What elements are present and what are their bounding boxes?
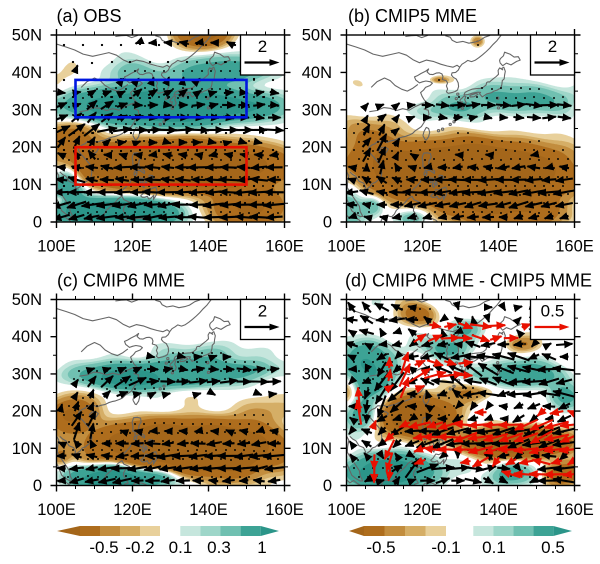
svg-text:100E: 100E — [327, 238, 366, 256]
svg-text:120E: 120E — [113, 238, 152, 256]
svg-text:0.5: 0.5 — [541, 538, 565, 557]
svg-text:-0.5: -0.5 — [366, 538, 395, 557]
svg-text:1: 1 — [257, 538, 266, 557]
svg-text:30N: 30N — [302, 365, 332, 383]
svg-text:120E: 120E — [403, 238, 442, 256]
svg-text:10N: 10N — [12, 440, 42, 458]
svg-text:2: 2 — [548, 37, 557, 56]
svg-text:20N: 20N — [302, 403, 332, 421]
svg-text:(b) CMIP5 MME: (b) CMIP5 MME — [348, 6, 477, 26]
svg-text:0.1: 0.1 — [482, 538, 506, 557]
svg-text:140E: 140E — [479, 501, 518, 519]
svg-text:50N: 50N — [12, 27, 42, 45]
svg-text:30N: 30N — [302, 101, 332, 119]
svg-text:0.5: 0.5 — [541, 302, 565, 321]
svg-text:(d) CMIP6 MME - CMIP5 MME: (d) CMIP6 MME - CMIP5 MME — [345, 271, 592, 291]
svg-text:-0.2: -0.2 — [125, 538, 154, 557]
svg-text:2: 2 — [258, 302, 267, 321]
svg-text:100E: 100E — [37, 238, 76, 256]
svg-text:120E: 120E — [403, 501, 442, 519]
svg-text:(a) OBS: (a) OBS — [57, 6, 122, 26]
svg-text:40N: 40N — [302, 328, 332, 346]
svg-text:10N: 10N — [12, 176, 42, 194]
svg-text:50N: 50N — [12, 291, 42, 309]
svg-text:50N: 50N — [302, 291, 332, 309]
svg-text:(c) CMIP6 MME: (c) CMIP6 MME — [57, 271, 185, 291]
svg-text:40N: 40N — [12, 328, 42, 346]
svg-text:160E: 160E — [265, 501, 304, 519]
svg-text:20N: 20N — [302, 139, 332, 157]
svg-text:140E: 140E — [189, 238, 228, 256]
svg-text:-0.5: -0.5 — [89, 538, 118, 557]
svg-text:0.3: 0.3 — [207, 538, 231, 557]
svg-text:10N: 10N — [302, 176, 332, 194]
svg-text:50N: 50N — [302, 27, 332, 45]
svg-text:140E: 140E — [189, 501, 228, 519]
svg-text:10N: 10N — [302, 440, 332, 458]
svg-text:30N: 30N — [12, 365, 42, 383]
svg-text:0: 0 — [323, 214, 332, 232]
svg-text:160E: 160E — [555, 238, 594, 256]
svg-text:0: 0 — [323, 477, 332, 495]
svg-text:140E: 140E — [479, 238, 518, 256]
svg-text:160E: 160E — [555, 501, 594, 519]
svg-text:100E: 100E — [37, 501, 76, 519]
svg-text:100E: 100E — [327, 501, 366, 519]
svg-text:40N: 40N — [12, 64, 42, 82]
svg-text:120E: 120E — [113, 501, 152, 519]
svg-text:30N: 30N — [12, 101, 42, 119]
svg-text:-0.1: -0.1 — [431, 538, 460, 557]
svg-text:160E: 160E — [265, 238, 304, 256]
svg-text:20N: 20N — [12, 403, 42, 421]
svg-text:0: 0 — [33, 214, 42, 232]
svg-text:0: 0 — [33, 477, 42, 495]
svg-text:20N: 20N — [12, 139, 42, 157]
svg-text:0.1: 0.1 — [169, 538, 193, 557]
svg-text:40N: 40N — [302, 64, 332, 82]
svg-text:2: 2 — [258, 37, 267, 56]
